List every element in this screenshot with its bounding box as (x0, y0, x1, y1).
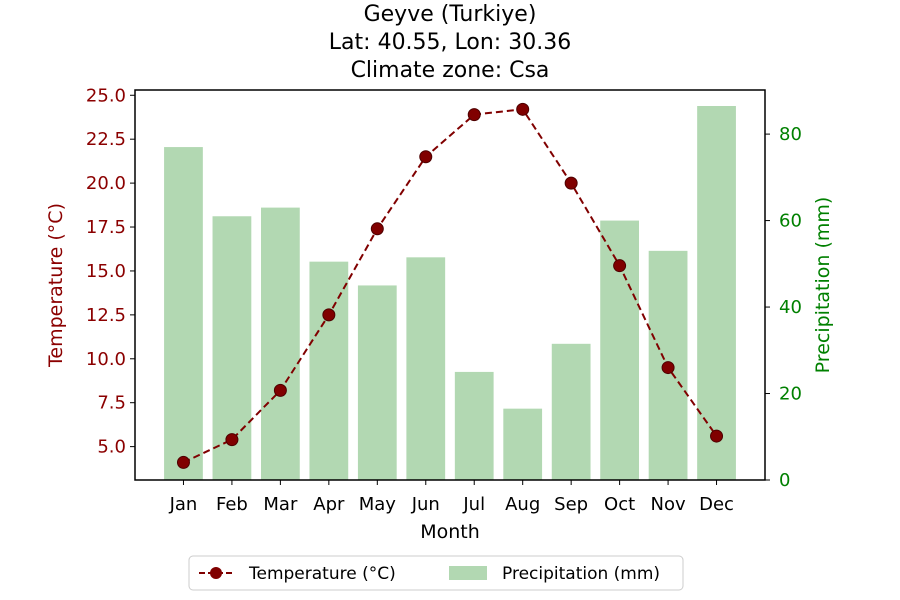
precip-bar-sep (551, 343, 591, 480)
x-tick-label-feb: Feb (216, 494, 248, 515)
temp-point-sep (564, 176, 578, 190)
temp-point-jun (419, 150, 433, 164)
left-tick-label: 17.5 (86, 217, 126, 238)
precip-bar-mar (261, 207, 300, 480)
left-tick-label: 15.0 (86, 261, 126, 282)
precip-bar-may (357, 285, 397, 480)
legend-precipitation-label: Precipitation (mm) (502, 564, 660, 584)
right-axis-label: Precipitation (mm) (812, 197, 834, 374)
left-tick-label: 22.5 (86, 129, 126, 150)
legend-box (188, 555, 684, 591)
left-tick-label: 25.0 (86, 85, 126, 106)
precip-bar-jun (406, 257, 446, 480)
temp-point-oct (613, 259, 627, 273)
right-tick-label: 40 (779, 297, 802, 318)
left-axis-ticks: 5.0 7.5 10.0 12.5 15.0 17.5 20.0 22.5 25.0 (86, 85, 135, 458)
x-tick-label-nov: Nov (651, 494, 686, 515)
precipitation-bars (164, 105, 736, 481)
x-tick-label-mar: Mar (263, 494, 298, 515)
x-axis-label: Month (420, 521, 480, 543)
left-tick-label: 12.5 (86, 305, 126, 326)
temp-point-may (370, 222, 384, 236)
temp-point-dec (710, 429, 724, 443)
left-tick-label: 7.5 (97, 393, 126, 414)
temperature-series-line (183, 108, 718, 464)
legend-temperature-label: Temperature (°C) (248, 564, 396, 584)
x-tick-label-sep: Sep (554, 494, 588, 515)
chart-title: Geyve (Turkiye) Lat: 40.55, Lon: 30.36 C… (329, 2, 571, 83)
precip-bar-jul (454, 371, 494, 480)
x-tick-label-jun: Jun (411, 494, 440, 515)
temp-point-apr (322, 308, 336, 322)
left-axis-label: Temperature (°C) (45, 203, 67, 368)
left-tick-label: 10.0 (86, 349, 126, 370)
temp-point-jul (467, 108, 481, 122)
title-line-2: Lat: 40.55, Lon: 30.36 (329, 30, 571, 55)
left-tick-label: 20.0 (86, 173, 126, 194)
right-tick-label: 0 (779, 470, 790, 491)
x-tick-label-dec: Dec (699, 494, 734, 515)
legend-precipitation-swatch (449, 566, 487, 580)
temp-point-nov (661, 361, 675, 375)
temp-point-aug (516, 102, 530, 116)
x-tick-label-aug: Aug (505, 494, 540, 515)
x-tick-label-jan: Jan (169, 494, 198, 515)
temp-point-feb (225, 433, 239, 447)
x-tick-label-oct: Oct (604, 494, 635, 515)
legend-temperature-marker (210, 567, 222, 579)
right-tick-label: 20 (779, 384, 802, 405)
x-tick-label-jul: Jul (462, 494, 485, 515)
precip-bar-aug (503, 408, 543, 480)
precip-bar-apr (309, 261, 349, 480)
title-line-1: Geyve (Turkiye) (364, 2, 537, 27)
left-tick-label: 5.0 (97, 437, 126, 458)
x-axis-ticks: Jan Feb Mar Apr May Jun Jul Aug Sep Oct Nov Dec (169, 480, 734, 515)
right-tick-label: 60 (779, 211, 802, 232)
temp-point-mar (273, 383, 287, 397)
legend: Temperature (°C) Precipitation (mm) (188, 555, 684, 591)
title-line-3: Climate zone: Csa (351, 58, 550, 83)
plot-frame (134, 89, 766, 481)
temperature-line (176, 102, 724, 469)
precip-bar-jan (164, 147, 203, 480)
right-tick-label: 80 (779, 124, 802, 145)
precip-bar-dec (697, 105, 736, 481)
x-tick-label-apr: Apr (313, 494, 345, 515)
x-tick-label-may: May (359, 494, 397, 515)
temp-point-jan (176, 455, 190, 469)
right-axis-ticks: 0 20 40 60 80 (765, 124, 802, 491)
